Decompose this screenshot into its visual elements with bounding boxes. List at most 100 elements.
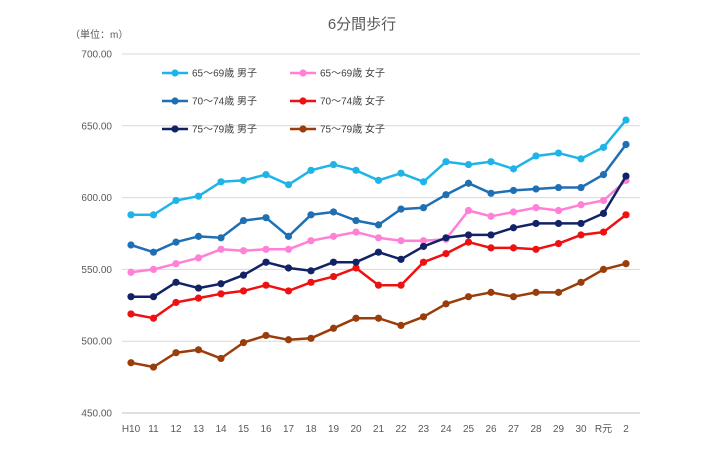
data-point <box>172 278 180 286</box>
data-point <box>262 331 270 340</box>
data-point <box>487 158 495 166</box>
data-point <box>509 244 518 252</box>
x-tick-label: 15 <box>238 424 250 435</box>
data-point <box>194 254 203 262</box>
legend-label: 70～74歳 男子 <box>192 96 257 108</box>
data-point <box>554 206 563 215</box>
data-point <box>577 231 585 239</box>
data-point <box>487 189 495 197</box>
data-point <box>374 248 383 256</box>
data-point <box>149 248 158 256</box>
data-point <box>352 216 360 225</box>
data-point <box>532 219 540 228</box>
data-point <box>554 288 563 296</box>
x-tick-label: 2 <box>623 424 629 435</box>
data-point <box>307 267 315 275</box>
x-tick-label: 12 <box>170 424 182 435</box>
data-point <box>352 264 360 272</box>
data-point <box>397 237 405 245</box>
data-point <box>577 155 585 163</box>
x-tick-label: H10 <box>122 424 141 435</box>
data-point <box>239 271 248 279</box>
data-point <box>442 234 450 242</box>
data-point <box>329 272 338 281</box>
data-point <box>127 241 135 249</box>
x-tick-label: 30 <box>575 424 587 435</box>
data-point <box>194 294 203 302</box>
data-point <box>352 166 360 174</box>
data-point <box>262 171 270 179</box>
legend-swatch-marker <box>299 69 307 77</box>
data-point <box>622 172 630 180</box>
data-point <box>149 293 158 301</box>
data-point <box>554 219 563 228</box>
data-point <box>194 232 203 240</box>
series-6 <box>127 260 630 371</box>
data-point <box>307 278 315 286</box>
data-point <box>149 363 158 371</box>
data-point <box>172 238 180 246</box>
legend-entry: 65～69歳 女子 <box>290 67 385 80</box>
data-point <box>442 191 450 199</box>
data-point <box>149 211 158 219</box>
data-point <box>419 258 428 266</box>
y-tick-label: 600.00 <box>81 193 112 204</box>
x-tick-label: 13 <box>193 424 205 435</box>
data-point <box>577 219 585 228</box>
x-tick-label: 18 <box>305 424 317 435</box>
y-axis-tick-labels: 450.00 500.00 550.00 600.00 650.00 700.00 <box>81 50 112 420</box>
data-point <box>577 278 585 286</box>
legend-label: 65～69歳 女子 <box>320 67 385 80</box>
data-point <box>239 247 248 255</box>
legend-label: 75～79歳 女子 <box>320 123 385 136</box>
data-point <box>487 244 495 252</box>
data-point <box>487 231 495 239</box>
data-point <box>397 169 405 177</box>
data-point <box>374 221 383 229</box>
data-point <box>284 287 293 295</box>
data-point <box>284 232 293 240</box>
series-3 <box>127 140 630 256</box>
x-axis-tick-labels: H10 11 12 13 14 15 16 17 18 19 20 21 22 23 24 25 26 27 28 2… <box>122 424 629 435</box>
data-point <box>464 206 473 215</box>
data-point <box>329 258 338 266</box>
gridlines <box>122 53 640 414</box>
data-point <box>419 178 428 186</box>
x-tick-label: 14 <box>215 424 227 435</box>
data-point <box>284 336 293 344</box>
data-point <box>554 239 563 248</box>
data-point <box>127 268 135 276</box>
data-point <box>194 192 203 200</box>
data-point <box>262 258 270 266</box>
x-tick-label: 25 <box>463 424 475 435</box>
data-point <box>172 298 180 307</box>
data-point <box>509 224 518 232</box>
data-point <box>217 290 225 298</box>
data-point <box>577 201 585 209</box>
data-point <box>464 231 473 239</box>
data-point <box>622 116 630 124</box>
data-point <box>509 293 518 301</box>
legend-entry: 75～79歳 男子 <box>162 124 257 136</box>
data-point <box>442 158 450 166</box>
data-point <box>307 237 315 245</box>
data-point <box>307 166 315 174</box>
y-tick-label: 550.00 <box>81 265 112 276</box>
data-point <box>419 204 428 212</box>
data-point <box>217 245 225 253</box>
data-point <box>149 265 158 273</box>
legend-swatch-marker <box>299 125 307 133</box>
legend: 65～69歳 男子 65～69歳 女子 70～74歳 男子 70～74歳 女子 75～7… <box>162 67 385 136</box>
data-point <box>352 258 360 266</box>
data-point <box>464 293 473 301</box>
x-tick-label: 24 <box>440 424 452 435</box>
data-point <box>397 321 405 330</box>
legend-label: 70～74歳 女子 <box>320 95 385 108</box>
data-point <box>329 160 338 169</box>
data-point <box>127 293 135 301</box>
y-tick-label: 500.00 <box>81 337 112 348</box>
series-5 <box>127 172 630 301</box>
data-point <box>599 143 608 151</box>
x-tick-label: 27 <box>508 424 520 435</box>
data-point <box>577 183 585 192</box>
